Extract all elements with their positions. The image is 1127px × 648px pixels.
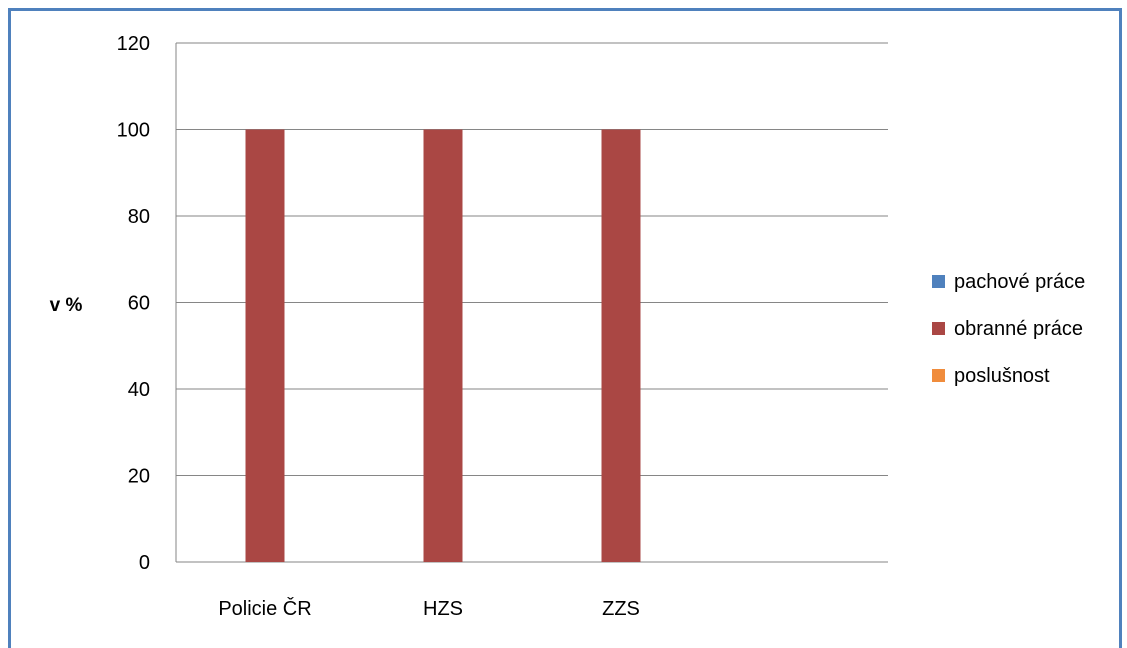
bar-obranné-práce-1 xyxy=(423,129,463,562)
bars xyxy=(245,129,641,562)
y-tick-label: 60 xyxy=(128,293,150,315)
legend: pachové práce obranné práce poslušnost xyxy=(932,271,1085,387)
legend-label: pachové práce xyxy=(954,271,1085,293)
bar-obranné-práce-0 xyxy=(245,129,285,562)
y-tick-label: 0 xyxy=(139,552,150,574)
x-tick-label: Policie ČR xyxy=(218,597,311,620)
y-tick-label: 20 xyxy=(128,466,150,488)
y-tick-label: 80 xyxy=(128,206,150,228)
legend-swatch xyxy=(932,369,945,382)
y-tick-label: 100 xyxy=(117,120,150,142)
x-tick-labels: Policie ČR HZS ZZS xyxy=(218,597,640,620)
x-tick-label: ZZS xyxy=(602,598,640,620)
y-tick-labels: 0 20 40 60 80 100 120 xyxy=(117,33,150,574)
bar-obranné-práce-2 xyxy=(601,129,641,562)
y-tick-label: 120 xyxy=(117,33,150,55)
legend-label: poslušnost xyxy=(954,365,1050,387)
legend-swatch xyxy=(932,275,945,288)
x-tick-label: HZS xyxy=(423,598,463,620)
gridlines xyxy=(175,42,888,563)
y-tick-label: 40 xyxy=(128,379,150,401)
legend-swatch xyxy=(932,322,945,335)
legend-label: obranné práce xyxy=(954,318,1083,340)
y-axis-label: v % xyxy=(50,295,83,316)
